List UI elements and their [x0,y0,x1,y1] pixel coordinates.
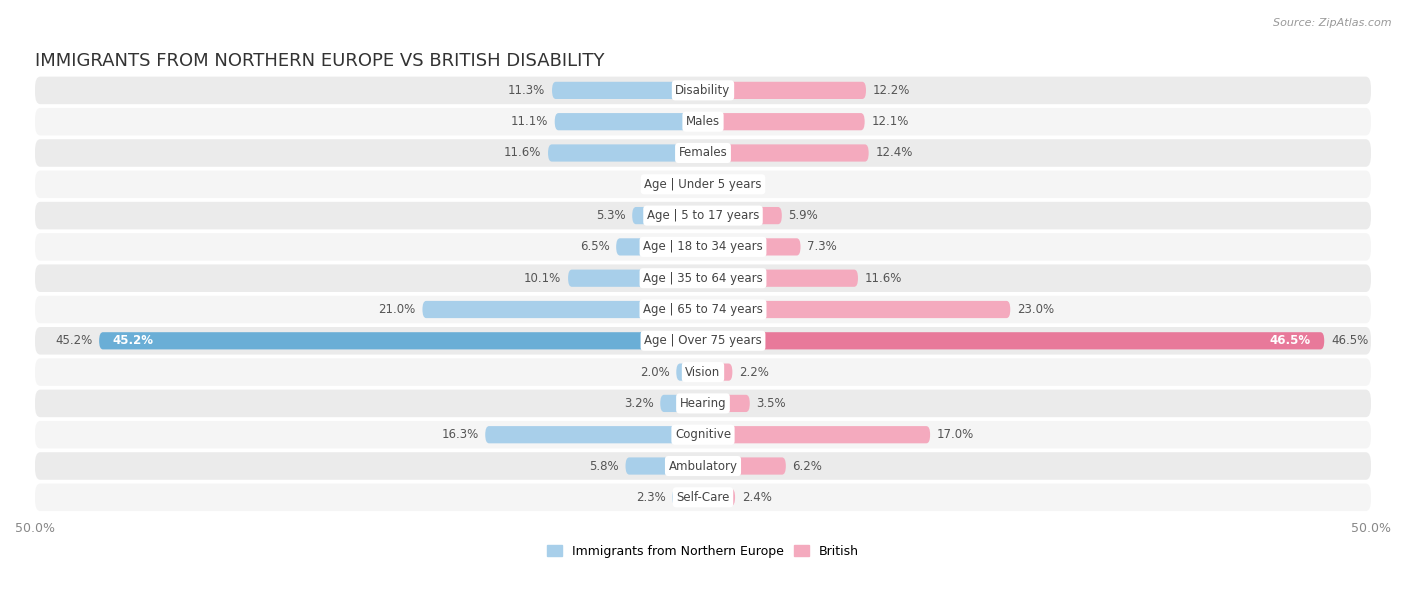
Text: 12.4%: 12.4% [876,146,912,160]
Text: 11.6%: 11.6% [503,146,541,160]
FancyBboxPatch shape [703,489,735,506]
FancyBboxPatch shape [35,233,1371,261]
FancyBboxPatch shape [35,359,1371,386]
FancyBboxPatch shape [35,202,1371,230]
Text: 21.0%: 21.0% [378,303,416,316]
Text: 45.2%: 45.2% [112,334,153,347]
FancyBboxPatch shape [703,176,723,193]
Legend: Immigrants from Northern Europe, British: Immigrants from Northern Europe, British [543,540,863,563]
Text: Age | 18 to 34 years: Age | 18 to 34 years [643,241,763,253]
FancyBboxPatch shape [548,144,703,162]
FancyBboxPatch shape [35,390,1371,417]
Text: Cognitive: Cognitive [675,428,731,441]
Text: 46.5%: 46.5% [1270,334,1310,347]
Text: 17.0%: 17.0% [936,428,974,441]
Text: Age | 65 to 74 years: Age | 65 to 74 years [643,303,763,316]
Text: 2.3%: 2.3% [636,491,665,504]
Text: 16.3%: 16.3% [441,428,478,441]
FancyBboxPatch shape [100,332,703,349]
Text: Females: Females [679,146,727,160]
FancyBboxPatch shape [703,364,733,381]
Text: Source: ZipAtlas.com: Source: ZipAtlas.com [1274,18,1392,28]
FancyBboxPatch shape [35,483,1371,511]
FancyBboxPatch shape [35,452,1371,480]
FancyBboxPatch shape [703,144,869,162]
FancyBboxPatch shape [686,176,703,193]
Text: Hearing: Hearing [679,397,727,410]
Text: Age | Over 75 years: Age | Over 75 years [644,334,762,347]
FancyBboxPatch shape [35,421,1371,449]
FancyBboxPatch shape [616,238,703,255]
FancyBboxPatch shape [703,207,782,224]
FancyBboxPatch shape [422,301,703,318]
FancyBboxPatch shape [626,457,703,475]
FancyBboxPatch shape [703,426,931,443]
FancyBboxPatch shape [35,76,1371,104]
Text: 2.0%: 2.0% [640,365,669,379]
FancyBboxPatch shape [553,82,703,99]
FancyBboxPatch shape [35,108,1371,135]
Text: 6.2%: 6.2% [793,460,823,472]
Text: 3.5%: 3.5% [756,397,786,410]
FancyBboxPatch shape [661,395,703,412]
Text: 45.2%: 45.2% [55,334,93,347]
FancyBboxPatch shape [703,238,800,255]
FancyBboxPatch shape [703,270,858,287]
FancyBboxPatch shape [568,270,703,287]
Text: Age | Under 5 years: Age | Under 5 years [644,178,762,191]
Text: Age | 35 to 64 years: Age | 35 to 64 years [643,272,763,285]
FancyBboxPatch shape [672,489,703,506]
Text: Self-Care: Self-Care [676,491,730,504]
FancyBboxPatch shape [555,113,703,130]
Text: Age | 5 to 17 years: Age | 5 to 17 years [647,209,759,222]
Text: Ambulatory: Ambulatory [668,460,738,472]
FancyBboxPatch shape [35,296,1371,323]
Text: Males: Males [686,115,720,128]
FancyBboxPatch shape [703,82,866,99]
Text: 11.1%: 11.1% [510,115,548,128]
Text: 23.0%: 23.0% [1017,303,1054,316]
Text: Vision: Vision [685,365,721,379]
FancyBboxPatch shape [485,426,703,443]
Text: 46.5%: 46.5% [1331,334,1368,347]
FancyBboxPatch shape [703,332,1324,349]
Text: 5.3%: 5.3% [596,209,626,222]
Text: 3.2%: 3.2% [624,397,654,410]
Text: 2.4%: 2.4% [742,491,772,504]
FancyBboxPatch shape [676,364,703,381]
Text: 11.6%: 11.6% [865,272,903,285]
Text: 1.5%: 1.5% [730,178,759,191]
Text: 1.3%: 1.3% [650,178,679,191]
Text: 12.1%: 12.1% [872,115,908,128]
FancyBboxPatch shape [35,139,1371,166]
FancyBboxPatch shape [35,327,1371,354]
FancyBboxPatch shape [703,457,786,475]
FancyBboxPatch shape [703,301,1011,318]
Text: 5.8%: 5.8% [589,460,619,472]
Text: Disability: Disability [675,84,731,97]
Text: 6.5%: 6.5% [579,241,609,253]
Text: 7.3%: 7.3% [807,241,837,253]
FancyBboxPatch shape [703,395,749,412]
Text: 10.1%: 10.1% [524,272,561,285]
FancyBboxPatch shape [35,171,1371,198]
Text: 5.9%: 5.9% [789,209,818,222]
FancyBboxPatch shape [703,113,865,130]
Text: 11.3%: 11.3% [508,84,546,97]
Text: 12.2%: 12.2% [873,84,910,97]
Text: IMMIGRANTS FROM NORTHERN EUROPE VS BRITISH DISABILITY: IMMIGRANTS FROM NORTHERN EUROPE VS BRITI… [35,52,605,70]
FancyBboxPatch shape [633,207,703,224]
FancyBboxPatch shape [35,264,1371,292]
Text: 2.2%: 2.2% [740,365,769,379]
